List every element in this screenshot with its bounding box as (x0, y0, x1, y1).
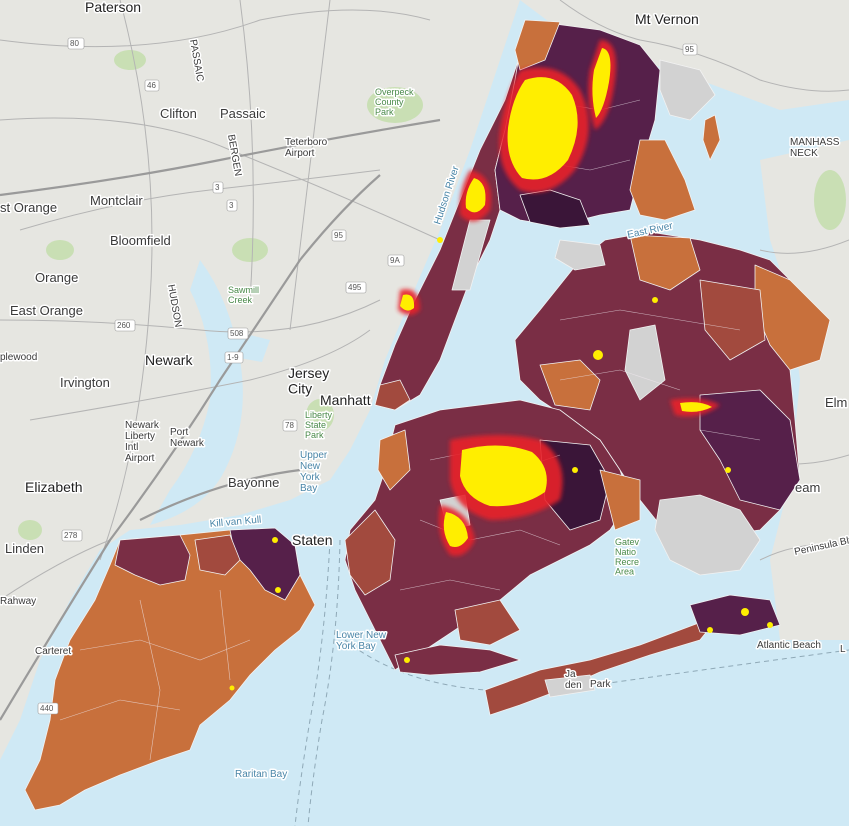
label-port-newark: Port Newark (170, 427, 205, 449)
shield-1-9: 1-9 (224, 351, 244, 364)
svg-text:1-9: 1-9 (227, 353, 239, 362)
shield-95b: 95 (682, 43, 698, 56)
nj-land (0, 0, 520, 760)
rockaway-west (484, 614, 721, 716)
svg-text:78: 78 (285, 421, 294, 430)
label-mt-vernon: Mt Vernon (635, 11, 699, 27)
svg-text:80: 80 (70, 39, 79, 48)
queens-jfk (654, 494, 761, 576)
parks (18, 50, 846, 540)
label-manhasset: MANHASS NECK (790, 137, 840, 159)
label-montclair: Montclair (90, 193, 143, 208)
svg-text:95: 95 (685, 45, 694, 54)
label-atlantic-beach: Atlantic Beach (757, 640, 821, 651)
svg-text:95: 95 (334, 231, 343, 240)
queens-nw-light (629, 234, 701, 291)
brooklyn-nw-light (377, 429, 411, 491)
label-jamaica: Ja den (565, 669, 582, 691)
long-island-land (760, 140, 849, 640)
highway-shields: 80 46 3 3 95 495 9A 95 1-9 260 508 78 27… (37, 37, 698, 715)
svg-text:495: 495 (348, 283, 362, 292)
shield-95: 95 (331, 229, 347, 242)
label-liberty: Liberty State Park (305, 410, 333, 440)
queens-south-dark (699, 389, 801, 511)
shield-3b: 3 (226, 199, 238, 212)
svg-text:440: 440 (40, 704, 54, 713)
label-overpeck: Overpeck County Park (375, 87, 414, 117)
label-orange: Orange (35, 270, 78, 285)
shield-495: 495 (345, 281, 367, 294)
bronx-west-light (514, 19, 561, 71)
bronx-pelham (659, 59, 716, 121)
label-l: L (840, 644, 846, 655)
label-newark-airport: Newark Liberty Intl Airport (125, 420, 160, 464)
hotspots-yellow (229, 48, 773, 691)
label-east-orange: East Orange (10, 303, 83, 318)
shield-260: 260 (114, 319, 136, 332)
svg-text:260: 260 (117, 321, 131, 330)
map-labels: Paterson Mt Vernon Clifton Passaic PASSA… (0, 0, 849, 782)
label-staten: Staten (292, 532, 332, 548)
queens-laguardia (554, 239, 606, 271)
shield-440: 440 (37, 702, 59, 715)
brooklyn-se-light (599, 469, 641, 531)
label-bloomfield: Bloomfield (110, 233, 171, 248)
coney-island (394, 644, 521, 676)
label-raritan-bay: Raritan Bay (235, 769, 287, 780)
label-plewood: plewood (0, 352, 37, 363)
label-elm: Elm (825, 395, 847, 410)
label-bayonne: Bayonne (228, 475, 279, 490)
shield-3a: 3 (212, 181, 224, 194)
highways (0, 118, 441, 721)
label-teterboro: Teterboro Airport (285, 137, 328, 159)
shield-80: 80 (67, 37, 85, 50)
label-upper-ny-bay: Upper New York Bay (300, 450, 328, 494)
svg-text:3: 3 (229, 201, 234, 210)
label-irvington: Irvington (60, 375, 110, 390)
label-passaic: Passaic (220, 106, 266, 121)
svg-text:3: 3 (215, 183, 220, 192)
label-clifton: Clifton (160, 106, 197, 121)
label-gateway: Gatev Natio Recre Area (615, 537, 640, 577)
staten-east-mid (194, 534, 241, 576)
label-lower-ny-bay: Lower New York Bay (336, 630, 387, 652)
queens-mid-light (699, 279, 766, 361)
rockaway-nodata (544, 674, 596, 698)
road-network (0, 0, 849, 601)
label-elizabeth: Elizabeth (25, 479, 83, 495)
shield-508: 508 (227, 327, 249, 340)
label-jersey-city: Jersey City (288, 365, 329, 396)
shield-46: 46 (144, 79, 160, 92)
label-paterson: Paterson (85, 0, 141, 15)
queens-center-light (539, 359, 601, 411)
brooklyn-south-light (454, 599, 521, 646)
bronx-east-light (629, 139, 696, 221)
label-rahway: Rahway (0, 596, 36, 607)
svg-text:508: 508 (230, 329, 244, 338)
shield-278: 278 (61, 529, 83, 542)
manhattan-park (451, 219, 491, 291)
label-sawmill: Sawmill Creek (228, 285, 259, 305)
label-east-orange-top: st Orange (0, 200, 57, 215)
label-carteret: Carteret (35, 646, 71, 657)
manhattan-lower (374, 379, 411, 411)
staten-north-dark (114, 534, 191, 586)
shield-9a: 9A (387, 254, 405, 267)
svg-text:46: 46 (147, 81, 156, 90)
label-jamaica-park: Park (590, 679, 612, 690)
brooklyn-sw-light (344, 509, 396, 596)
queens-corona-park (624, 324, 666, 401)
label-eam: eam (795, 480, 820, 495)
svg-text:278: 278 (64, 531, 78, 540)
label-newark: Newark (145, 352, 193, 368)
label-linden: Linden (5, 541, 44, 556)
svg-text:9A: 9A (390, 256, 400, 265)
city-island (702, 114, 721, 161)
rockaway-east-dark (689, 594, 781, 636)
shield-78: 78 (282, 419, 298, 432)
bronx-south-dark (519, 189, 591, 229)
label-manhattan: Manhatt (320, 392, 371, 408)
